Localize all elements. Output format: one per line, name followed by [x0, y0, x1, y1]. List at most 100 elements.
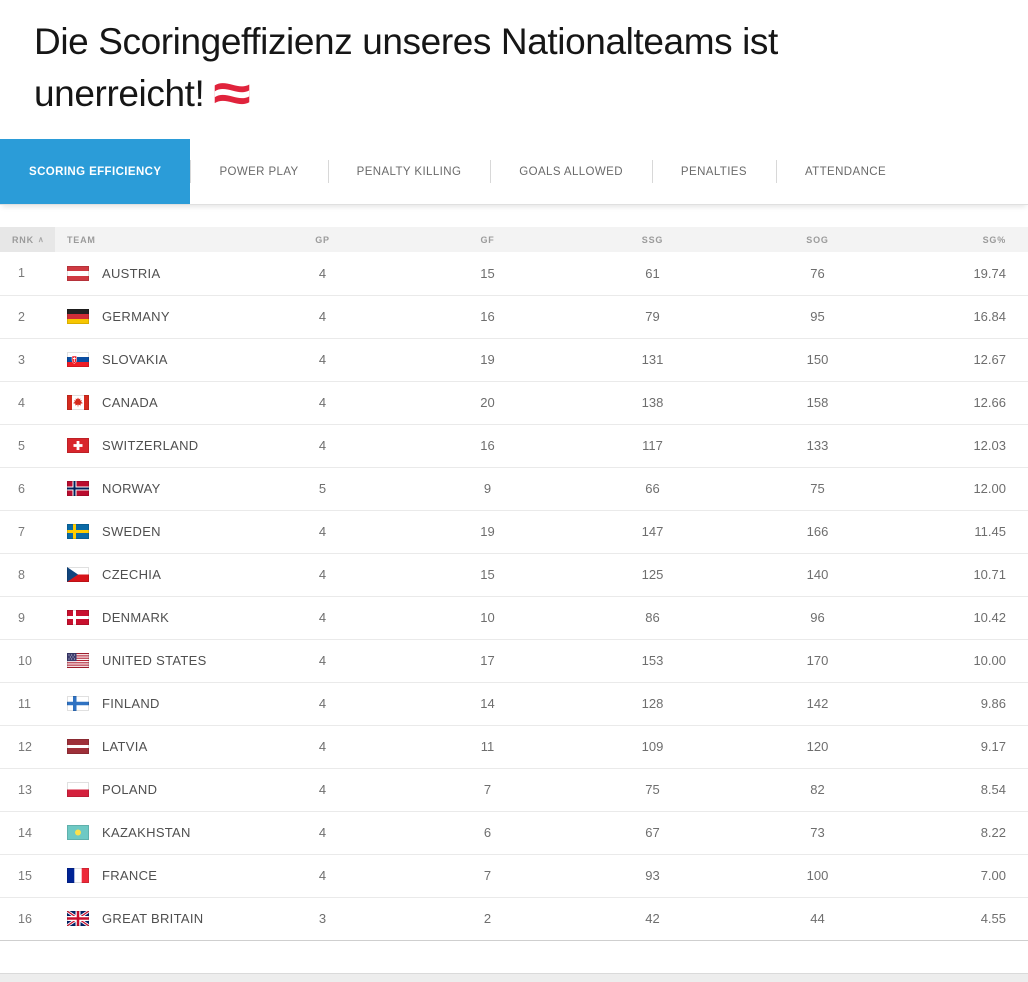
table-row-great-britain[interactable]: 16 GREAT BRITAIN 3 2 42 44 4.55 — [0, 897, 1028, 941]
ssg-cell: 131 — [570, 338, 735, 382]
rank-cell: 1 — [0, 252, 55, 296]
sgpct-cell: 12.66 — [900, 381, 1028, 425]
gp-cell: 4 — [240, 510, 405, 554]
sgpct-cell: 10.71 — [900, 553, 1028, 597]
ssg-cell: 117 — [570, 424, 735, 468]
gf-cell: 9 — [405, 467, 570, 511]
rank-cell: 6 — [0, 467, 55, 511]
team-name[interactable]: CZECHIA — [102, 567, 162, 582]
gp-cell: 4 — [240, 381, 405, 425]
team-cell: UNITED STATES — [55, 639, 240, 683]
team-name[interactable]: SWITZERLAND — [102, 438, 199, 453]
table-row-austria[interactable]: 1 AUSTRIA 4 15 61 76 19.74 — [0, 252, 1028, 296]
column-header-team[interactable]: TEAM — [55, 227, 240, 252]
rank-cell: 4 — [0, 381, 55, 425]
table-row-sweden[interactable]: 7 SWEDEN 4 19 147 166 11.45 — [0, 510, 1028, 554]
flag-usa-icon — [67, 653, 89, 668]
post-title-line1: Die Scoringeffizienz unseres Nationaltea… — [34, 21, 778, 62]
gf-cell: 15 — [405, 252, 570, 296]
team-name[interactable]: CANADA — [102, 395, 158, 410]
table-row-united-states[interactable]: 10 UNITED STATES 4 17 153 170 10.00 — [0, 639, 1028, 683]
team-name[interactable]: GREAT BRITAIN — [102, 911, 204, 926]
team-name[interactable]: NORWAY — [102, 481, 161, 496]
column-label: RNK — [12, 235, 34, 245]
rank-cell: 16 — [0, 897, 55, 941]
column-header-sog[interactable]: SOG — [735, 227, 900, 252]
column-header-sgpct[interactable]: SG% — [900, 227, 1028, 252]
table-row-czechia[interactable]: 8 CZECHIA 4 15 125 140 10.71 — [0, 553, 1028, 597]
team-name[interactable]: LATVIA — [102, 739, 148, 754]
gp-cell: 4 — [240, 424, 405, 468]
sog-cell: 140 — [735, 553, 900, 597]
column-label: SG% — [982, 235, 1006, 245]
rank-cell: 15 — [0, 854, 55, 898]
table-row-switzerland[interactable]: 5 SWITZERLAND 4 16 117 133 12.03 — [0, 424, 1028, 468]
flag-slovakia-icon — [67, 352, 89, 367]
tab-goals-allowed[interactable]: GOALS ALLOWED — [490, 139, 652, 204]
flag-denmark-icon — [67, 610, 89, 625]
flag-france-icon — [67, 868, 89, 883]
table-row-slovakia[interactable]: 3 SLOVAKIA 4 19 131 150 12.67 — [0, 338, 1028, 382]
column-label: SOG — [806, 235, 829, 245]
sog-cell: 44 — [735, 897, 900, 941]
column-header-gp[interactable]: GP — [240, 227, 405, 252]
table-row-poland[interactable]: 13 POLAND 4 7 75 82 8.54 — [0, 768, 1028, 812]
team-name[interactable]: DENMARK — [102, 610, 170, 625]
table-row-kazakhstan[interactable]: 14 KAZAKHSTAN 4 6 67 73 8.22 — [0, 811, 1028, 855]
table-row-finland[interactable]: 11 FINLAND 4 14 128 142 9.86 — [0, 682, 1028, 726]
gf-cell: 6 — [405, 811, 570, 855]
table-row-canada[interactable]: 4 CANADA 4 20 138 158 12.66 — [0, 381, 1028, 425]
bottom-scrollbar-track[interactable] — [0, 973, 1028, 982]
sgpct-cell: 12.03 — [900, 424, 1028, 468]
rank-cell: 13 — [0, 768, 55, 812]
team-name[interactable]: KAZAKHSTAN — [102, 825, 191, 840]
tab-attendance[interactable]: ATTENDANCE — [775, 139, 915, 204]
column-header-ssg[interactable]: SSG — [570, 227, 735, 252]
ssg-cell: 61 — [570, 252, 735, 296]
tab-power-play[interactable]: POWER PLAY — [190, 139, 327, 204]
rank-cell: 8 — [0, 553, 55, 597]
team-name[interactable]: GERMANY — [102, 309, 170, 324]
table-row-france[interactable]: 15 FRANCE 4 7 93 100 7.00 — [0, 854, 1028, 898]
sog-cell: 96 — [735, 596, 900, 640]
stats-tabbar: SCORING EFFICIENCY POWER PLAY PENALTY KILL… — [0, 139, 1028, 205]
ssg-cell: 66 — [570, 467, 735, 511]
flag-canada-icon — [67, 395, 89, 410]
table-row-latvia[interactable]: 12 LATVIA 4 11 109 120 9.17 — [0, 725, 1028, 769]
sog-cell: 100 — [735, 854, 900, 898]
team-name[interactable]: SWEDEN — [102, 524, 161, 539]
post-title: Die Scoringeffizienz unseres Nationaltea… — [0, 0, 1028, 124]
team-cell: CANADA — [55, 381, 240, 425]
sog-cell: 82 — [735, 768, 900, 812]
sog-cell: 120 — [735, 725, 900, 769]
gf-cell: 16 — [405, 295, 570, 339]
column-header-rank[interactable]: RNK ∧ — [0, 227, 55, 252]
team-name[interactable]: FRANCE — [102, 868, 158, 883]
team-name[interactable]: AUSTRIA — [102, 265, 161, 281]
ssg-cell: 128 — [570, 682, 735, 726]
rank-cell: 2 — [0, 295, 55, 339]
sgpct-cell: 9.86 — [900, 682, 1028, 726]
team-name[interactable]: UNITED STATES — [102, 653, 207, 668]
table-row-denmark[interactable]: 9 DENMARK 4 10 86 96 10.42 — [0, 596, 1028, 640]
table-row-germany[interactable]: 2 GERMANY 4 16 79 95 16.84 — [0, 295, 1028, 339]
gf-cell: 10 — [405, 596, 570, 640]
tab-scoring-efficiency[interactable]: SCORING EFFICIENCY — [0, 139, 191, 204]
sog-cell: 75 — [735, 467, 900, 511]
team-cell: DENMARK — [55, 596, 240, 640]
tab-penalty-killing[interactable]: PENALTY KILLING — [327, 139, 491, 204]
column-header-gf[interactable]: GF — [405, 227, 570, 252]
sog-cell: 150 — [735, 338, 900, 382]
team-name[interactable]: FINLAND — [102, 696, 160, 711]
team-name[interactable]: POLAND — [102, 782, 158, 797]
tab-penalties[interactable]: PENALTIES — [651, 139, 776, 204]
flag-finland-icon — [67, 696, 89, 711]
team-cell: FRANCE — [55, 854, 240, 898]
gp-cell: 4 — [240, 639, 405, 683]
table-row-norway[interactable]: 6 NORWAY 5 9 66 75 12.00 — [0, 467, 1028, 511]
gf-cell: 2 — [405, 897, 570, 941]
ssg-cell: 138 — [570, 381, 735, 425]
team-name[interactable]: SLOVAKIA — [102, 352, 168, 367]
ssg-cell: 79 — [570, 295, 735, 339]
post-title-line2: unerreicht! — [34, 73, 205, 114]
